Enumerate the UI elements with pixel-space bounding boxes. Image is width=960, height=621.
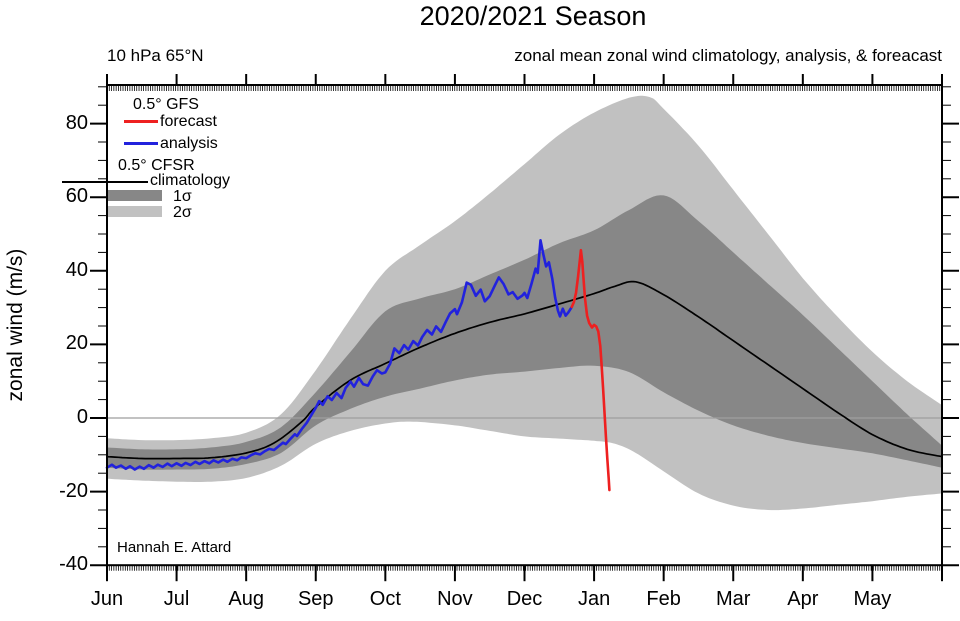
- legend-analysis-label: analysis: [160, 135, 218, 152]
- subtitle-description: zonal mean zonal wind climatology, analy…: [514, 46, 942, 65]
- page-title: 2020/2021 Season: [419, 1, 647, 31]
- y-tick-label: 40: [65, 258, 88, 281]
- month-label: Dec: [506, 588, 543, 610]
- y-tick-label: 20: [65, 332, 88, 355]
- month-label: May: [853, 588, 892, 610]
- legend-cfsr-header: 0.5° CFSR: [118, 157, 195, 174]
- legend-climatology-label: climatology: [150, 172, 231, 189]
- month-label: Mar: [716, 588, 751, 610]
- sigma2-band-swatch: [108, 206, 162, 217]
- y-tick-label: -20: [59, 479, 88, 502]
- y-tick-label: 60: [65, 185, 88, 208]
- analysis-line: [105, 239, 574, 471]
- month-label: Oct: [369, 588, 401, 610]
- y-tick-label: 0: [76, 406, 88, 428]
- month-label: Jun: [90, 588, 124, 610]
- legend-gfs-header: 0.5° GFS: [133, 96, 199, 113]
- sigma1-band-swatch: [108, 190, 162, 201]
- climatology-line-swatch: [62, 181, 148, 183]
- month-label: Sep: [297, 588, 334, 610]
- month-label: Apr: [787, 588, 819, 610]
- forecast-line-swatch: [124, 120, 158, 123]
- month-label: Nov: [437, 588, 473, 610]
- analysis-line-swatch: [124, 142, 158, 145]
- month-label: Aug: [228, 588, 264, 610]
- y-axis-title: zonal wind (m/s): [4, 248, 27, 402]
- month-label: Jul: [163, 588, 190, 610]
- legend-sigma1-label: 1σ: [173, 188, 192, 205]
- climatology-line: [106, 280, 943, 460]
- month-label: Feb: [646, 588, 681, 610]
- month-label: Jan: [577, 588, 611, 610]
- subtitle-pressure-level: 10 hPa 65°N: [107, 46, 204, 65]
- legend-forecast-label: forecast: [160, 113, 217, 130]
- forecast-line: [570, 248, 611, 492]
- y-tick-label: 80: [65, 111, 88, 134]
- axes: [90, 74, 959, 582]
- sigma1-band: [107, 195, 942, 470]
- y-tick-label: -40: [59, 553, 88, 576]
- attribution-text: Hannah E. Attard: [117, 539, 232, 556]
- legend-sigma2-label: 2σ: [173, 204, 192, 221]
